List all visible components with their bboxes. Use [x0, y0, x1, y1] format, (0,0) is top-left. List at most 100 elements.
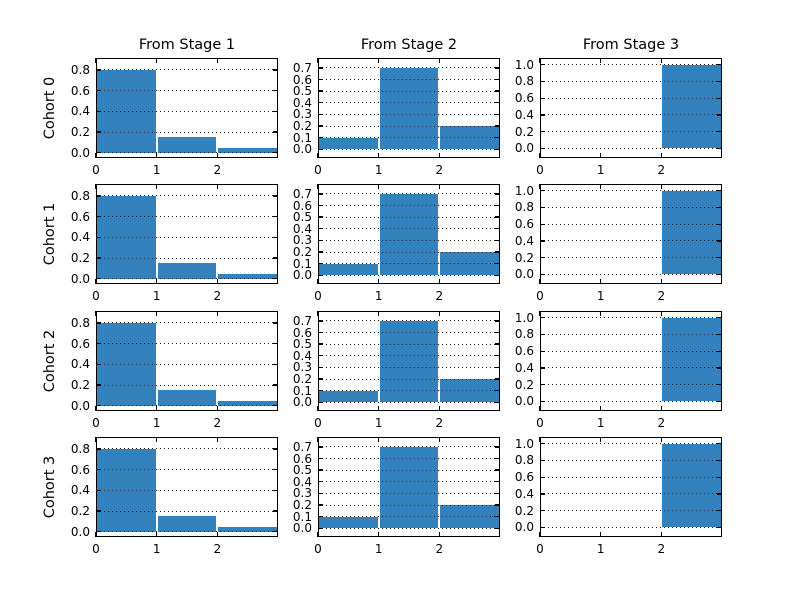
- histogram-bar: [318, 137, 379, 150]
- y-tick-mark: [495, 469, 500, 471]
- y-tick-label: 0.0: [514, 394, 534, 409]
- x-tick-mark: [156, 279, 158, 284]
- y-tick-label: 0.4: [70, 230, 90, 245]
- y-tick-mark: [273, 531, 278, 533]
- gridline: [318, 320, 500, 322]
- y-tick-mark: [540, 476, 545, 478]
- x-tick-mark: [600, 311, 602, 316]
- histogram-bar: [661, 317, 722, 402]
- y-tick-mark: [318, 378, 323, 380]
- y-tick-mark: [273, 384, 278, 386]
- y-tick-mark: [717, 206, 722, 209]
- y-tick-mark: [318, 263, 323, 265]
- y-tick-label: 0.0: [514, 520, 534, 535]
- x-tick-mark: [539, 311, 541, 316]
- y-tick-mark: [717, 526, 722, 529]
- y-tick-mark: [273, 510, 278, 512]
- y-tick-label: 0.5: [292, 84, 312, 99]
- y-tick-label: 0.4: [514, 360, 534, 375]
- y-tick-mark: [96, 405, 101, 407]
- x-tick-label: 1: [596, 542, 605, 556]
- x-tick-mark: [378, 437, 380, 442]
- y-tick-label: 0.6: [70, 336, 90, 351]
- y-tick-mark: [495, 366, 500, 369]
- x-tick-label: 1: [596, 163, 605, 177]
- y-tick-mark: [96, 531, 101, 533]
- histogram-bar: [318, 516, 379, 529]
- y-tick-mark: [495, 78, 500, 81]
- gridline: [318, 378, 500, 380]
- x-tick-mark: [600, 279, 602, 284]
- gridline: [96, 322, 278, 324]
- y-tick-label: 0.4: [514, 233, 534, 248]
- gridline: [96, 257, 278, 259]
- y-tick-label: 0.8: [70, 62, 90, 77]
- gridline: [540, 257, 722, 259]
- y-tick-label: 0.2: [292, 498, 312, 513]
- gridline: [318, 469, 500, 471]
- y-tick-label: 0.3: [292, 486, 312, 501]
- gridline: [540, 80, 722, 82]
- x-tick-mark: [600, 184, 602, 189]
- x-tick-label: 1: [152, 416, 161, 430]
- y-tick-mark: [273, 468, 278, 471]
- x-tick-mark: [660, 153, 662, 158]
- x-tick-mark: [378, 184, 380, 189]
- y-tick-mark: [717, 273, 722, 276]
- gridline: [318, 366, 500, 368]
- y-tick-label: 0.8: [70, 188, 90, 203]
- gridline: [540, 114, 722, 116]
- y-tick-mark: [540, 367, 545, 369]
- x-tick-mark: [317, 311, 319, 316]
- x-tick-label: 0: [92, 163, 100, 177]
- x-tick-mark: [95, 58, 97, 63]
- x-tick-mark: [660, 311, 662, 316]
- y-tick-mark: [318, 113, 323, 116]
- x-tick-label: 1: [374, 542, 383, 556]
- y-tick-label: 0.6: [70, 83, 90, 98]
- y-tick-mark: [540, 206, 545, 209]
- histogram-bar: [661, 64, 722, 149]
- y-tick-mark: [96, 468, 101, 471]
- y-tick-label: 0.4: [292, 95, 312, 110]
- gridline: [318, 274, 500, 276]
- gridline: [96, 131, 278, 133]
- gridline: [318, 527, 500, 529]
- x-tick-label: 2: [213, 289, 222, 303]
- y-tick-label: 1.0: [514, 57, 534, 72]
- subplot-cohort-1-stage-1: [95, 184, 278, 284]
- x-tick-mark: [378, 311, 380, 316]
- y-tick-label: 0.6: [514, 91, 534, 106]
- x-tick-mark: [438, 532, 440, 537]
- x-tick-mark: [660, 184, 662, 189]
- subplot-column-title: From Stage 1: [138, 37, 236, 53]
- y-tick-mark: [495, 228, 500, 230]
- x-tick-label: 0: [536, 163, 544, 177]
- x-tick-mark: [95, 406, 97, 411]
- gridline: [318, 148, 500, 150]
- y-tick-mark: [96, 342, 101, 345]
- histogram-bar: [156, 516, 218, 532]
- x-tick-mark: [378, 279, 380, 284]
- y-tick-mark: [495, 401, 500, 403]
- y-tick-mark: [318, 366, 323, 369]
- y-tick-mark: [318, 331, 323, 334]
- x-tick-label: 0: [92, 542, 100, 556]
- x-tick-label: 0: [536, 289, 544, 303]
- gridline: [96, 405, 278, 407]
- y-tick-mark: [717, 130, 722, 133]
- x-tick-mark: [539, 153, 541, 158]
- x-tick-mark: [660, 437, 662, 442]
- y-tick-label: 0.4: [70, 104, 90, 119]
- y-tick-mark: [495, 193, 500, 195]
- y-tick-label: 0.2: [70, 504, 90, 519]
- y-tick-mark: [318, 390, 323, 392]
- x-tick-mark: [600, 437, 602, 442]
- x-tick-mark: [600, 153, 602, 158]
- x-tick-mark: [156, 184, 158, 189]
- histogram-bar: [378, 446, 440, 529]
- x-tick-mark: [378, 406, 380, 411]
- gridline: [96, 510, 278, 512]
- gridline: [540, 240, 722, 242]
- y-tick-mark: [318, 228, 323, 230]
